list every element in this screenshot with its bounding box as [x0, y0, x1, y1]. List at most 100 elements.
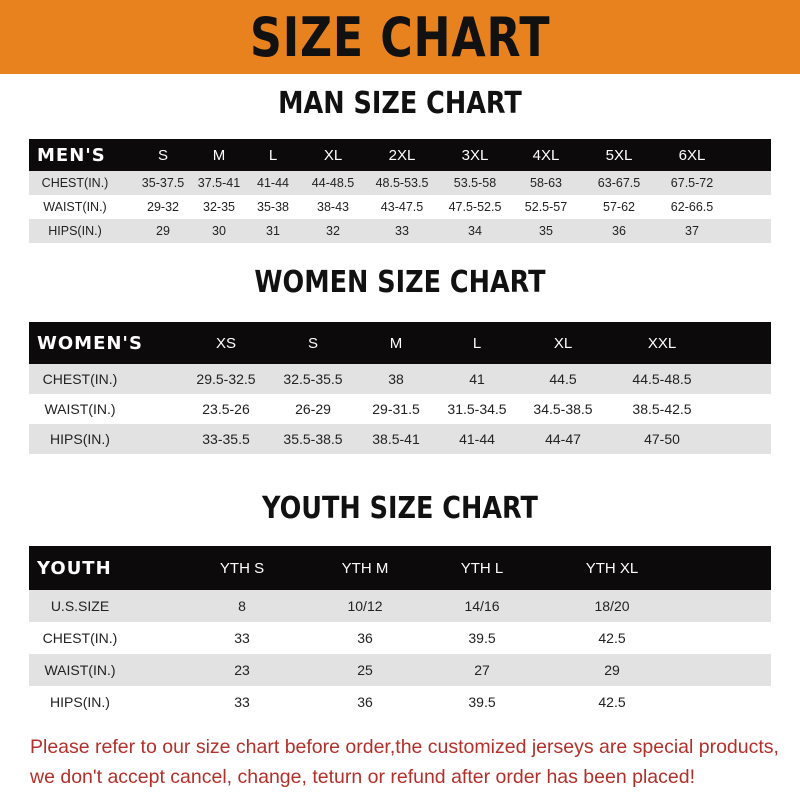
table-cell: 43-47.5 [380, 200, 424, 214]
size-header: M [212, 146, 226, 164]
table-cell: 31 [266, 224, 280, 238]
table-row: CHEST(IN.) 35-37.5 37.5-41 41-44 44-48.5 48.5… [29, 171, 771, 195]
row-label: HIPS(IN.) [50, 694, 110, 710]
table-row: HIPS(IN.) 33-35.5 35.5-38.5 38.5-41 41-44 44-… [29, 424, 771, 454]
table-cell: 35-38 [257, 200, 289, 214]
table-row: WAIST(IN.) 23 25 27 29 [29, 654, 771, 686]
table-cell: 32 [326, 224, 340, 238]
table-cell: 39.5 [468, 630, 496, 646]
table-cell: 33 [395, 224, 409, 238]
table-cell: 10/12 [347, 598, 383, 614]
men-size-table: MEN'S S M L XL 2XL 3XL 4XL 5XL 6XL CHEST(IN.) 35-37… [29, 139, 771, 243]
banner-title: SIZE CHART [249, 5, 551, 69]
table-cell: 44.5-48.5 [632, 371, 692, 387]
size-header: L [472, 334, 482, 352]
table-cell: 67.5-72 [670, 176, 714, 190]
table-row: CHEST(IN.) 33 36 39.5 42.5 [29, 622, 771, 654]
youth-header-row: YOUTH YTH S YTH M YTH L YTH XL [29, 546, 771, 590]
table-cell: 38 [388, 371, 404, 387]
table-cell: 57-62 [603, 200, 635, 214]
size-header: XXL [647, 334, 677, 352]
table-cell: 30 [212, 224, 226, 238]
row-label: WAIST(IN.) [43, 200, 107, 214]
row-label: HIPS(IN.) [50, 431, 110, 447]
table-cell: 42.5 [598, 630, 626, 646]
men-chart-title: MAN SIZE CHART [278, 86, 522, 121]
table-row: WAIST(IN.) 23.5-26 26-29 29-31.5 31.5-34.5 34… [29, 394, 771, 424]
size-header: XL [323, 146, 343, 164]
row-label: U.S.SIZE [50, 598, 110, 614]
table-cell: 44.5 [549, 371, 577, 387]
row-label: WAIST(IN.) [44, 401, 116, 417]
youth-chart-title: YOUTH SIZE CHART [262, 491, 538, 526]
table-cell: 33 [234, 694, 250, 710]
size-header: S [157, 146, 169, 164]
table-row: HIPS(IN.) 33 36 39.5 42.5 [29, 686, 771, 718]
table-cell: 36 [357, 630, 373, 646]
table-cell: 44-48.5 [311, 176, 355, 190]
size-header: YTH S [219, 559, 265, 577]
table-cell: 39.5 [468, 694, 496, 710]
table-cell: 44-47 [545, 431, 581, 447]
table-cell: 41 [469, 371, 485, 387]
size-header: YTH XL [585, 559, 639, 577]
women-size-table: WOMEN'S XS S M L XL XXL CHEST(IN.) 29.5-32.5 32.5… [29, 322, 771, 454]
size-header: 3XL [461, 146, 489, 164]
row-label: CHEST(IN.) [42, 630, 118, 646]
banner: SIZE CHART [0, 0, 800, 74]
table-cell: 38-43 [317, 200, 349, 214]
table-cell: 29 [156, 224, 170, 238]
size-header: S [307, 334, 319, 352]
youth-size-table: YOUTH YTH S YTH M YTH L YTH XL U.S.SIZE 8 10/12… [29, 546, 771, 718]
table-cell: 29-31.5 [372, 401, 420, 417]
table-cell: 23 [234, 662, 250, 678]
table-cell: 41-44 [459, 431, 495, 447]
table-cell: 38.5-42.5 [632, 401, 692, 417]
table-cell: 63-67.5 [597, 176, 641, 190]
size-header: XL [553, 334, 573, 352]
table-cell: 58-63 [530, 176, 562, 190]
table-title: MEN'S [37, 144, 106, 166]
notice-line-2: we don't accept cancel, change, teturn o… [30, 766, 695, 788]
table-cell: 33-35.5 [202, 431, 250, 447]
table-cell: 29-32 [147, 200, 179, 214]
table-row: CHEST(IN.) 29.5-32.5 32.5-35.5 38 41 44.5 44.5… [29, 364, 771, 394]
table-cell: 42.5 [598, 694, 626, 710]
table-cell: 52.5-57 [524, 200, 568, 214]
size-header: L [268, 146, 278, 164]
table-cell: 47-50 [644, 431, 680, 447]
table-cell: 33 [234, 630, 250, 646]
table-cell: 37 [685, 224, 699, 238]
size-header: 2XL [388, 146, 416, 164]
women-chart-title: WOMEN SIZE CHART [254, 265, 546, 300]
table-cell: 26-29 [295, 401, 331, 417]
notice-line-1: Please refer to our size chart before or… [30, 736, 779, 758]
table-row: HIPS(IN.) 29 30 31 32 33 34 35 36 37 [29, 219, 771, 243]
table-cell: 27 [474, 662, 490, 678]
table-cell: 53.5-58 [453, 176, 497, 190]
table-cell: 14/16 [464, 598, 500, 614]
table-cell: 47.5-52.5 [448, 200, 502, 214]
row-label: CHEST(IN.) [42, 371, 118, 387]
row-label: CHEST(IN.) [41, 176, 109, 190]
table-cell: 48.5-53.5 [375, 176, 429, 190]
size-header: YTH M [341, 559, 389, 577]
table-cell: 29 [604, 662, 620, 678]
table-cell: 31.5-34.5 [447, 401, 507, 417]
row-label: HIPS(IN.) [48, 224, 102, 238]
table-cell: 34 [468, 224, 482, 238]
table-cell: 35-37.5 [141, 176, 185, 190]
size-header: 4XL [532, 146, 560, 164]
table-cell: 36 [612, 224, 626, 238]
table-cell: 23.5-26 [202, 401, 250, 417]
table-cell: 34.5-38.5 [533, 401, 593, 417]
table-cell: 18/20 [594, 598, 630, 614]
size-header: 5XL [605, 146, 633, 164]
table-title: YOUTH [37, 557, 112, 579]
table-title: WOMEN'S [37, 332, 143, 354]
table-cell: 41-44 [257, 176, 289, 190]
table-cell: 35.5-38.5 [283, 431, 343, 447]
size-header: M [389, 334, 403, 352]
table-cell: 8 [238, 598, 246, 614]
table-cell: 36 [357, 694, 373, 710]
